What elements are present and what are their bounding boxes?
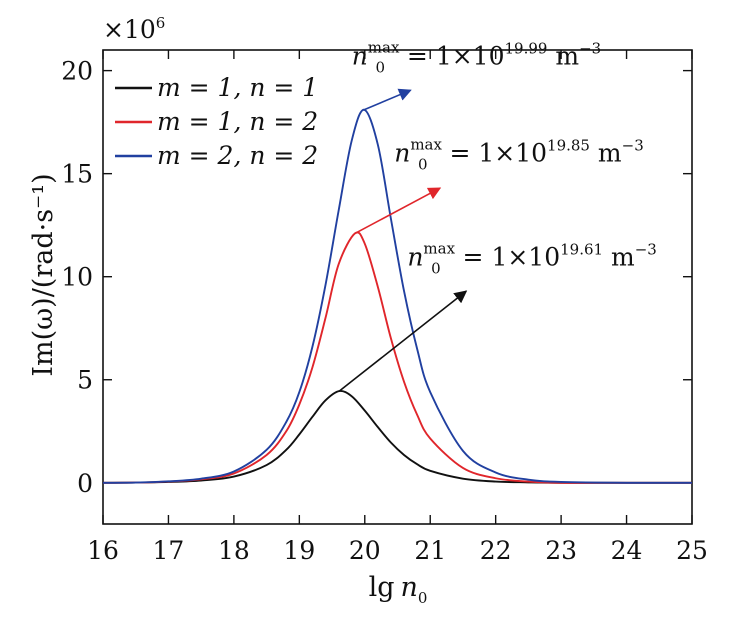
x-axis-label-var: n	[400, 572, 417, 603]
x-tick-label: 25	[676, 536, 708, 565]
plot-frame	[102, 49, 693, 525]
legend-label-3: m = 2, n = 2	[157, 141, 318, 170]
x-tick-label: 16	[87, 536, 119, 565]
x-tick-label: 23	[545, 536, 577, 565]
peak-annotations: nmax 0 = 1×1019.99 m−3 nmax 0 = 1×1019.85 m…	[338, 38, 657, 392]
x-axis-label: lg n0	[369, 572, 428, 607]
series-lines	[102, 108, 693, 484]
plot-area	[102, 49, 693, 525]
legend: m = 1, n = 1 m = 1, n = 2 m = 2, n = 2	[115, 73, 318, 170]
y-tick-label: 20	[61, 57, 93, 86]
annotation-arrow-3	[338, 290, 468, 392]
x-tick-label: 22	[480, 536, 512, 565]
annotation-label-3: nmax 0 = 1×1019.61 m−3	[407, 239, 657, 277]
x-tick-label: 17	[153, 536, 185, 565]
series-line-3	[102, 108, 693, 484]
legend-label-1: m = 1, n = 1	[157, 73, 318, 102]
y-scale-multiplier-base: ×10	[103, 15, 156, 44]
axis-ticks: 16 17 18 19 20 21 22 23 24 25 0 5 10 15 20	[61, 50, 708, 565]
legend-label-2: m = 1, n = 2	[157, 107, 318, 136]
x-tick-label: 18	[218, 536, 250, 565]
y-axis-label: Im(ω)/(rad·s⁻¹)	[28, 173, 59, 376]
y-tick-label: 5	[77, 366, 93, 395]
y-scale-multiplier-exp: 6	[156, 14, 166, 32]
y-tick-label: 0	[77, 469, 93, 498]
x-tick-label: 20	[349, 536, 381, 565]
annotation-label-2: nmax 0 = 1×1019.85 m−3	[394, 135, 644, 173]
annotation-arrow-2	[354, 187, 442, 235]
y-tick-label: 10	[61, 263, 93, 292]
x-axis-label-sub: 0	[418, 589, 428, 607]
x-tick-label: 19	[283, 536, 315, 565]
x-axis-label-main: lg	[369, 572, 395, 603]
x-tick-label: 24	[611, 536, 643, 565]
y-tick-label: 15	[61, 160, 93, 189]
y-scale-multiplier: ×106	[103, 14, 165, 44]
annotation-arrow-1	[363, 88, 412, 111]
x-tick-label: 21	[414, 536, 446, 565]
series-line-1	[102, 390, 693, 484]
annotation-label-1: nmax 0 = 1×1019.99 m−3	[352, 38, 602, 76]
series-line-2	[102, 231, 693, 484]
